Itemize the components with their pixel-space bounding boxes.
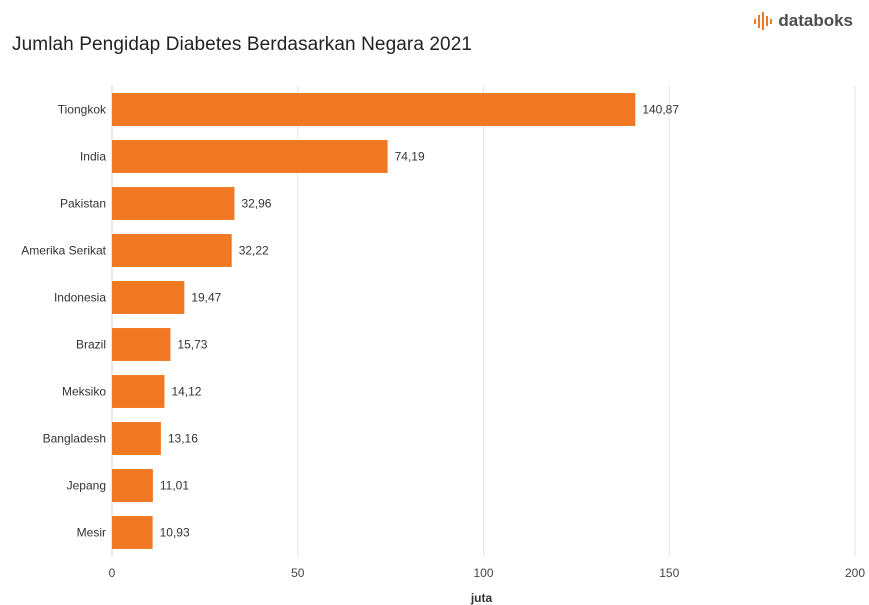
x-tick-label: 50	[291, 566, 305, 580]
bar	[112, 328, 171, 361]
data-label: 32,96	[241, 197, 271, 211]
brand-logo: databoks	[753, 9, 853, 33]
category-label: Tiongkok	[58, 103, 107, 117]
bar	[112, 375, 165, 408]
x-tick-label: 0	[109, 566, 116, 580]
x-axis-label: juta	[470, 591, 493, 605]
data-label: 13,16	[168, 432, 198, 446]
data-label: 19,47	[191, 291, 221, 305]
category-label: Meksiko	[62, 385, 106, 399]
category-label: Jepang	[67, 479, 106, 493]
category-label: Bangladesh	[43, 432, 106, 446]
data-label: 32,22	[239, 244, 269, 258]
brand-name: databoks	[778, 11, 853, 30]
data-label: 140,87	[642, 103, 679, 117]
bar	[112, 516, 153, 549]
bar	[112, 234, 232, 267]
data-label: 14,12	[171, 385, 201, 399]
chart-title: Jumlah Pengidap Diabetes Berdasarkan Neg…	[12, 34, 473, 55]
bar	[112, 422, 161, 455]
bar	[112, 187, 235, 220]
data-label: 10,93	[160, 526, 190, 540]
bar	[112, 93, 636, 126]
category-label: Brazil	[76, 338, 106, 352]
category-label: Amerika Serikat	[21, 244, 106, 258]
sound-wave-icon	[754, 12, 773, 30]
x-tick-label: 100	[473, 566, 493, 580]
bar	[112, 140, 388, 173]
x-tick-label: 200	[845, 566, 865, 580]
data-label: 11,01	[160, 479, 189, 493]
category-label: Pakistan	[60, 197, 106, 211]
category-label: Mesir	[77, 526, 106, 540]
category-label: Indonesia	[54, 291, 106, 305]
category-label: India	[80, 150, 106, 164]
bar	[112, 469, 153, 502]
data-label: 15,73	[177, 338, 207, 352]
data-label: 74,19	[395, 150, 425, 164]
bar	[112, 281, 185, 314]
x-tick-label: 150	[659, 566, 679, 580]
